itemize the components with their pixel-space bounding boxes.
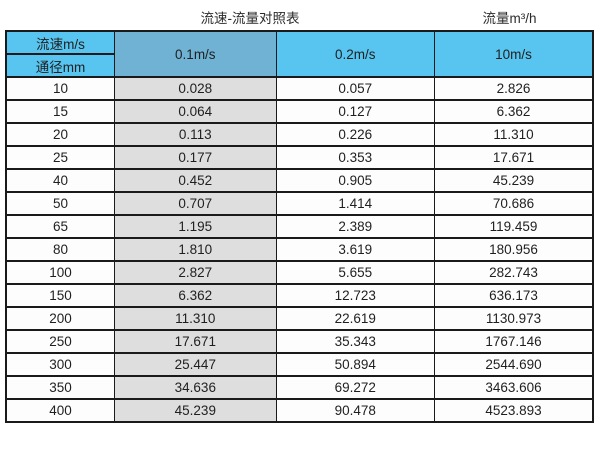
flow-value-cell: 12.723 (275, 283, 436, 308)
flow-value-cell: 17.671 (114, 329, 277, 354)
flow-value-cell: 1.810 (114, 237, 277, 262)
flow-value-cell: 90.478 (275, 398, 436, 423)
flow-value-cell: 180.956 (434, 237, 594, 262)
flow-value-cell: 2.826 (434, 76, 594, 101)
flow-value-cell: 3463.606 (434, 375, 594, 400)
flow-value-cell: 25.447 (114, 352, 277, 377)
flow-value-cell: 22.619 (275, 306, 436, 331)
diameter-cell: 80 (5, 237, 116, 262)
table-row: 10 0.028 0.057 2.826 (5, 76, 594, 101)
header-col-10ms: 10m/s (434, 30, 594, 78)
flow-value-cell: 0.177 (114, 145, 277, 170)
flow-value-cell: 2.389 (275, 214, 436, 239)
table-title: 流速-流量对照表 (200, 11, 300, 26)
header-col-0.1ms: 0.1m/s (114, 30, 277, 78)
diameter-cell: 200 (5, 306, 116, 331)
header-col-0.2ms: 0.2m/s (275, 30, 436, 78)
flow-value-cell: 35.343 (275, 329, 436, 354)
flow-value-cell: 5.655 (275, 260, 436, 285)
table-row: 200 11.310 22.619 1130.973 (5, 306, 594, 331)
flow-value-cell: 6.362 (434, 99, 594, 124)
diameter-cell: 300 (5, 352, 116, 377)
diameter-cell: 25 (5, 145, 116, 170)
flow-value-cell: 0.028 (114, 76, 277, 101)
flow-value-cell: 282.743 (434, 260, 594, 285)
header-row-top: 流速m/s 0.1m/s 0.2m/s 10m/s (5, 30, 594, 78)
flow-value-cell: 0.057 (275, 76, 436, 101)
diameter-cell: 350 (5, 375, 116, 400)
flow-value-cell: 0.064 (114, 99, 277, 124)
table-row: 40 0.452 0.905 45.239 (5, 168, 594, 193)
header-row-bottom: 通径mm (5, 53, 593, 78)
flow-value-cell: 17.671 (434, 145, 594, 170)
flow-value-cell: 34.636 (114, 375, 277, 400)
flow-value-cell: 0.905 (275, 168, 436, 193)
table-row: 100 2.827 5.655 282.743 (5, 260, 594, 285)
flow-value-cell: 69.272 (275, 375, 436, 400)
table-row: 350 34.636 69.272 3463.606 (5, 375, 594, 400)
flow-value-cell: 0.113 (114, 122, 277, 147)
diameter-cell: 10 (5, 76, 116, 101)
flow-value-cell: 50.894 (275, 352, 436, 377)
flow-value-cell: 45.239 (434, 168, 594, 193)
table-row: 65 1.195 2.389 119.459 (5, 214, 594, 239)
diameter-cell: 65 (5, 214, 116, 239)
flow-value-cell: 6.362 (114, 283, 277, 308)
diameter-cell: 40 (5, 168, 116, 193)
flow-value-cell: 2.827 (114, 260, 277, 285)
header-diameter-label: 通径mm (5, 53, 116, 78)
table-row: 15 0.064 0.127 6.362 (5, 99, 594, 124)
flow-value-cell: 45.239 (114, 398, 277, 423)
flow-value-cell: 0.707 (114, 191, 277, 216)
header-velocity-label: 流速m/s (5, 30, 116, 55)
table-row: 150 6.362 12.723 636.173 (5, 283, 594, 308)
flow-value-cell: 0.226 (275, 122, 436, 147)
table-row: 80 1.810 3.619 180.956 (5, 237, 594, 262)
table-body: 10 0.028 0.057 2.826 15 0.064 0.127 6.362 20 0.11… (5, 76, 594, 423)
table-row: 20 0.113 0.226 11.310 (5, 122, 594, 147)
diameter-cell: 100 (5, 260, 116, 285)
diameter-cell: 50 (5, 191, 116, 216)
flow-unit-label: 流量m³/h (482, 11, 537, 26)
table-row: 300 25.447 50.894 2544.690 (5, 352, 594, 377)
diameter-cell: 15 (5, 99, 116, 124)
table-row: 250 17.671 35.343 1767.146 (5, 329, 594, 354)
flow-value-cell: 11.310 (114, 306, 277, 331)
flow-value-cell: 11.310 (434, 122, 594, 147)
flow-value-cell: 0.127 (275, 99, 436, 124)
flow-value-cell: 70.686 (434, 191, 594, 216)
flow-value-cell: 636.173 (434, 283, 594, 308)
diameter-cell: 20 (5, 122, 116, 147)
flow-value-cell: 1130.973 (434, 306, 594, 331)
table-row: 50 0.707 1.414 70.686 (5, 191, 594, 216)
flow-value-cell: 2544.690 (434, 352, 594, 377)
flow-value-cell: 3.619 (275, 237, 436, 262)
diameter-cell: 400 (5, 398, 116, 423)
diameter-cell: 150 (5, 283, 116, 308)
flow-rate-table: 流速m/s 0.1m/s 0.2m/s 10m/s 通径mm 10 0.028 0.… (5, 30, 594, 423)
flow-value-cell: 1.195 (114, 214, 277, 239)
table-row: 25 0.177 0.353 17.671 (5, 145, 594, 170)
flow-value-cell: 1.414 (275, 191, 436, 216)
flow-value-cell: 4523.893 (434, 398, 594, 423)
flow-value-cell: 119.459 (434, 214, 594, 239)
diameter-cell: 250 (5, 329, 116, 354)
flow-value-cell: 0.452 (114, 168, 277, 193)
table-row: 400 45.239 90.478 4523.893 (5, 398, 594, 423)
table-header: 流速m/s 0.1m/s 0.2m/s 10m/s 通径mm (5, 30, 594, 78)
flow-value-cell: 1767.146 (434, 329, 594, 354)
flow-value-cell: 0.353 (275, 145, 436, 170)
top-labels: 流速-流量对照表 流量m³/h (0, 0, 600, 30)
